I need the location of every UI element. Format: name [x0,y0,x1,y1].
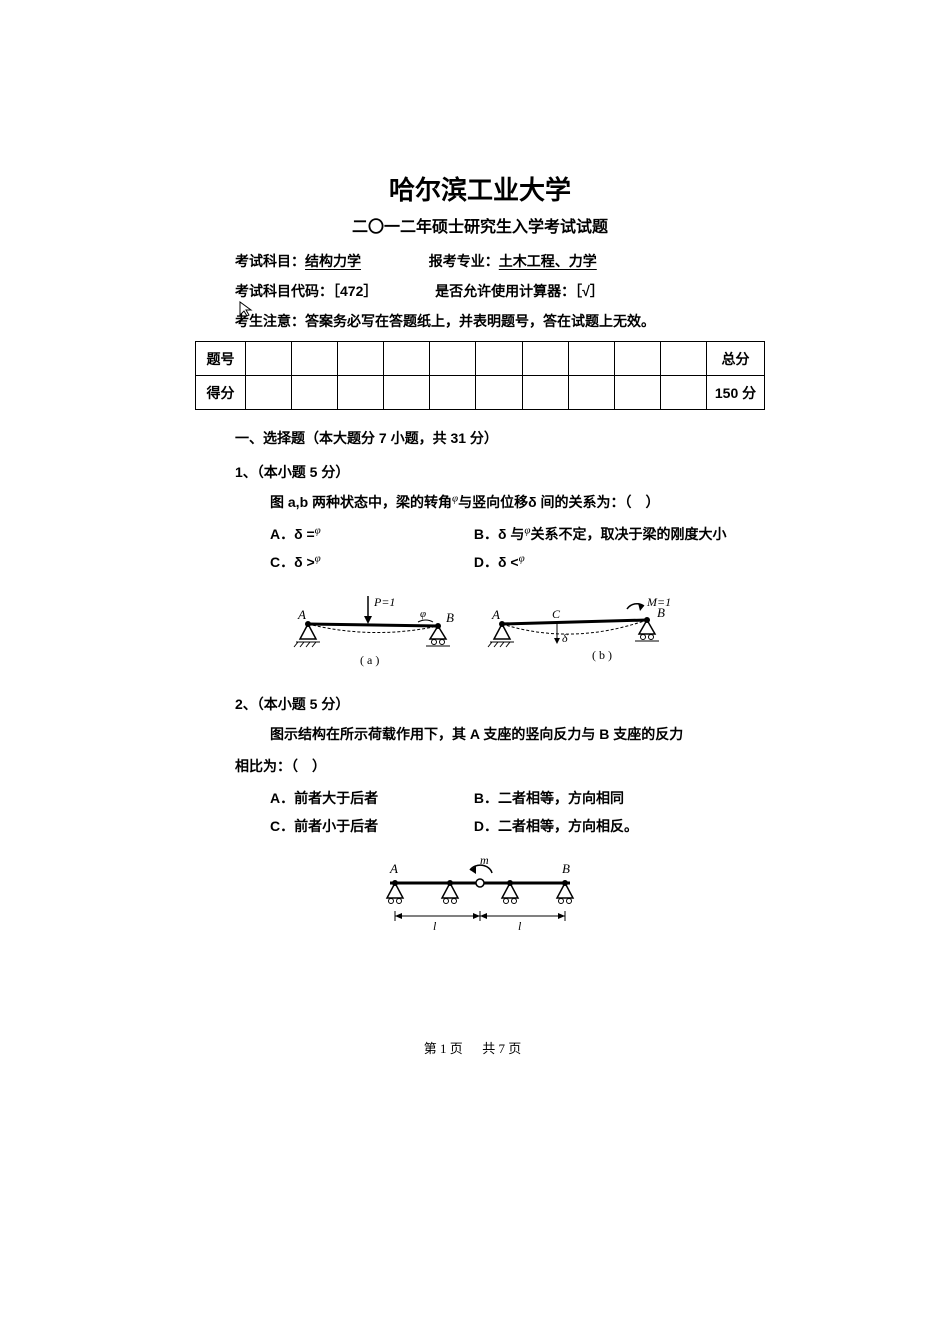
q1-optB: B．δ 与φ关系不定，取决于梁的刚度大小 [474,524,727,544]
q1-optA: A．δ =φ [270,524,470,544]
calc-label: 是否允许使用计算器： [435,283,575,299]
row1-label: 题号 [196,342,246,376]
subject-label: 考试科目： [235,253,305,269]
blank-cell [430,342,476,376]
q2-stem2: 相比为：（ ） [235,756,765,776]
score-table: 题号 总分 得分 150 分 [195,341,765,410]
blank-cell [292,342,338,376]
exam-subtitle: 二〇一二年硕士研究生入学考试试题 [195,213,765,237]
q1b-C-label: C [552,607,561,621]
code-value: ［472］ [333,283,377,299]
blank-cell [614,342,660,376]
q1-choices: A．δ =φ B．δ 与φ关系不定，取决于梁的刚度大小 C．δ >φ D．δ <… [270,524,765,572]
blank-cell [384,376,430,410]
notice-row: 考生注意：答案务必写在答题纸上，并表明题号，答在试题上无效。 [195,311,765,331]
q1-optD: D．δ <φ [474,552,525,572]
q2-optA: A．前者大于后者 [270,788,470,808]
blank-cell [338,376,384,410]
blank-cell [292,376,338,410]
blank-cell [246,376,292,410]
blank-cell [338,342,384,376]
notice-text: 答案务必写在答题纸上，并表明题号，答在试题上无效。 [305,313,655,329]
footer-page: 第 1 页 [424,1041,463,1056]
q1-stem: 图 a,b 两种状态中，梁的转角φ与竖向位移δ 间的关系为：（ ） [270,492,765,512]
q2-l2-label: l [518,919,522,933]
blank-cell [568,376,614,410]
q1-figure: P=1 φ A B ( a ) [195,584,765,674]
total-value: 150 分 [707,376,765,410]
footer-total: 共 7 页 [482,1041,521,1056]
q2-optB: B．二者相等，方向相同 [474,788,624,808]
q1-stem-pre: 图 a,b 两种状态中，梁的转角 [270,494,452,510]
q1b-caption: ( b ) [592,648,612,662]
info-row-1: 考试科目：结构力学 报考专业：土木工程、力学 [195,251,765,271]
q1-optC: C．δ >φ [270,552,470,572]
blank-cell [476,342,522,376]
q1a-phi-label: φ [420,608,426,620]
q2-A-label: A [389,861,398,876]
q1b-B-label: B [657,605,665,620]
q1-stem-mid: 与竖向位移δ 间的关系为：（ ） [458,494,659,510]
q2-optD: D．二者相等，方向相反。 [474,816,638,836]
q1-title: 1、（本小题 5 分） [235,462,765,482]
score-row-header: 题号 总分 [196,342,765,376]
q2-B-label: B [562,861,570,876]
q2-choices: A．前者大于后者 B．二者相等，方向相同 C．前者小于后者 D．二者相等，方向相… [270,788,765,836]
q1b-A-label: A [491,607,500,622]
q2-beam-figure: m A B l l [350,848,610,943]
blank-cell [660,342,706,376]
blank-cell [246,342,292,376]
q1a-P-label: P=1 [373,595,395,609]
calc-value: ［√］ [575,283,604,299]
code-label: 考试科目代码： [235,283,333,299]
blank-cell [568,342,614,376]
blank-cell [384,342,430,376]
row2-label: 得分 [196,376,246,410]
q1a-A-label: A [297,607,306,622]
cursor-icon [237,300,255,323]
blank-cell [522,376,568,410]
section1-title: 一、选择题（本大题分 7 小题，共 31 分） [235,428,765,448]
q1-figure-b: M=1 C δ A B ( b ) [472,584,682,674]
university-title: 哈尔滨工业大学 [195,170,765,207]
score-row-values: 得分 150 分 [196,376,765,410]
blank-cell [476,376,522,410]
q1a-caption: ( a ) [360,653,379,667]
major-value: 土木工程、力学 [499,253,597,269]
subject-value: 结构力学 [305,253,361,269]
q2-l1-label: l [433,919,437,933]
info-row-2: 考试科目代码：［472］ 是否允许使用计算器：［√］ [195,281,765,301]
q2-title: 2、（本小题 5 分） [235,694,765,714]
blank-cell [522,342,568,376]
q2-m-label: m [480,853,489,867]
blank-cell [430,376,476,410]
q1b-delta-label: δ [562,631,568,645]
blank-cell [660,376,706,410]
q2-figure: m A B l l [195,848,765,943]
q2-stem: 图示结构在所示荷载作用下，其 A 支座的竖向反力与 B 支座的反力 [270,724,765,744]
q1a-B-label: B [446,610,454,625]
page-footer: 第 1 页 共 7 页 [0,1038,945,1057]
q2-optC: C．前者小于后者 [270,816,470,836]
major-label: 报考专业： [429,253,499,269]
total-label: 总分 [707,342,765,376]
blank-cell [614,376,660,410]
q1-figure-a: P=1 φ A B ( a ) [278,584,468,674]
